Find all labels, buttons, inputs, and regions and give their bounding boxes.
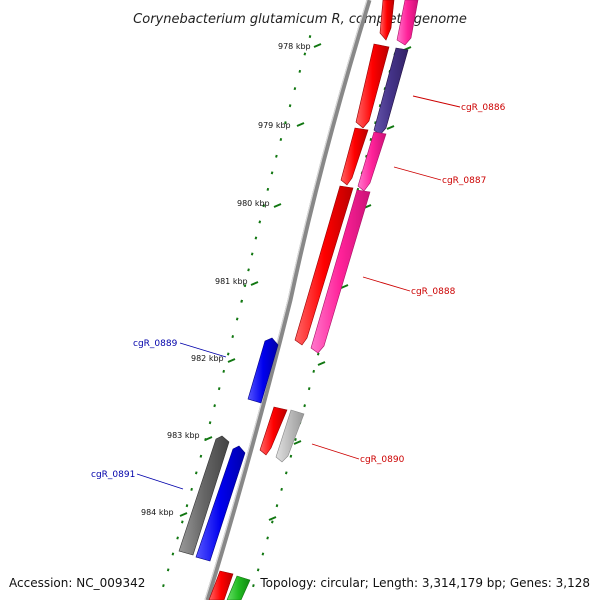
tick-983: [204, 436, 213, 441]
gene-label-cgR_0886[interactable]: cgR_0886: [461, 103, 506, 113]
tick-label-980: 980 kbp: [237, 199, 270, 208]
tick-dot: [262, 204, 266, 208]
tick-dot: [235, 317, 239, 321]
tick-label-984: 984 kbp: [141, 508, 174, 517]
gene-label-cgR_0888[interactable]: cgR_0888: [411, 287, 456, 297]
tick-dot: [378, 104, 382, 108]
gene-label-cgR_0887[interactable]: cgR_0887: [442, 176, 486, 186]
tick-dot: [243, 284, 247, 288]
tick-978: [313, 43, 322, 48]
gene-cgR_0886[interactable]: [373, 47, 409, 136]
gene-label-cgR_0891[interactable]: cgR_0891: [91, 470, 135, 480]
tick-dot: [369, 138, 373, 142]
tick-dot: [240, 299, 243, 303]
tick-dot: [171, 552, 175, 556]
tick-dot: [374, 121, 377, 125]
genome-backbone: [204, 0, 372, 600]
tick-dot: [180, 520, 184, 524]
gene-0892[interactable]: [226, 575, 251, 600]
tick-dot: [162, 584, 165, 588]
topology-text: Topology: circular; Length: 3,314,179 bp…: [260, 576, 590, 590]
tick-dot: [293, 87, 297, 91]
tick-dot: [288, 104, 292, 108]
tick-dot: [250, 252, 254, 256]
gene-cds-cgR_0886[interactable]: [355, 43, 390, 129]
tick-dot: [275, 504, 279, 508]
tick-dot: [266, 536, 269, 540]
tick-label-978: 978 kbp: [278, 42, 311, 51]
tick-dot: [365, 154, 368, 158]
tick-dot: [254, 236, 258, 240]
gene-cds-cgR_0887[interactable]: [340, 127, 369, 186]
tick-dot: [298, 69, 302, 73]
tick-dot: [266, 187, 270, 191]
tick-label-981: 981 kbp: [215, 277, 248, 286]
tick-dot: [284, 121, 287, 125]
tick-dot: [308, 35, 312, 39]
gene-cds-cgR_0891[interactable]: [195, 445, 246, 562]
tick-label-979: 979 kbp: [258, 121, 291, 130]
tick-dot: [176, 536, 179, 540]
gene-cds-cgR_0889[interactable]: [247, 337, 279, 404]
genes-reverse: [178, 337, 279, 562]
tick-dot: [303, 404, 306, 408]
genes-forward: [208, 0, 419, 600]
tick-dot: [279, 138, 283, 142]
genome-backbone-highlight: [204, 0, 368, 600]
tick-dot: [312, 369, 316, 373]
tick-dot: [289, 454, 293, 458]
tick-dot: [316, 352, 320, 356]
tick-dot: [226, 352, 230, 356]
map-title: Corynebacterium glutamicum R, complete g…: [133, 12, 467, 27]
tick-dot: [303, 52, 307, 56]
gene-cds-cgR_0888[interactable]: [294, 185, 354, 346]
tick-label-983: 983 kbp: [167, 431, 200, 440]
accession-text: Accession: NC_009342: [9, 576, 146, 590]
tick-dot: [270, 171, 274, 175]
tick-dot: [307, 387, 311, 391]
gene-cgR_0890[interactable]: [275, 409, 305, 463]
tick-dot: [222, 369, 226, 373]
gene-label-cgR_0889[interactable]: cgR_0889: [133, 339, 178, 349]
gene-cgR_0887[interactable]: [357, 131, 387, 192]
tick-dot: [199, 454, 203, 458]
tick-dot: [280, 487, 283, 491]
tick-dot: [194, 471, 198, 475]
tick-dot: [284, 471, 288, 475]
tick-981: [250, 281, 259, 286]
gene-0885[interactable]: [396, 0, 419, 46]
tick-dot: [213, 404, 216, 408]
tick-dot: [252, 584, 255, 588]
tick-dot: [166, 568, 170, 572]
gene-label-cgR_0890[interactable]: cgR_0890: [360, 455, 405, 465]
label-leaders: [136, 95, 461, 490]
tick-982: [227, 358, 236, 363]
tick-979: [296, 122, 305, 127]
tick-980: [273, 203, 282, 208]
tick-dot: [217, 387, 221, 391]
tick-dot: [208, 421, 212, 425]
gene-cgR_0891[interactable]: [178, 435, 230, 556]
tick-dot: [275, 154, 278, 158]
tick-dot: [231, 335, 235, 339]
inner-tick-track: [162, 35, 312, 588]
tick-dot: [185, 504, 189, 508]
tick-dot: [190, 487, 193, 491]
gene-cds-0892[interactable]: [208, 570, 234, 600]
tick-dot: [247, 268, 250, 272]
tick-dot: [261, 552, 265, 556]
tick-dot: [258, 220, 262, 224]
tick-dot: [294, 438, 297, 442]
ruler-ticks: 978 kbp 979 kbp 980 kbp 981 kbp 982 kbp …: [141, 42, 322, 517]
gene-cds-0885[interactable]: [379, 0, 395, 41]
tick-label-982: 982 kbp: [191, 354, 224, 363]
tick-984: [179, 512, 188, 517]
gene-cds-cgR_0890[interactable]: [259, 406, 288, 456]
tick-dot: [270, 520, 274, 524]
gene-cgR_0888[interactable]: [310, 189, 371, 354]
tick-dot: [256, 568, 260, 572]
